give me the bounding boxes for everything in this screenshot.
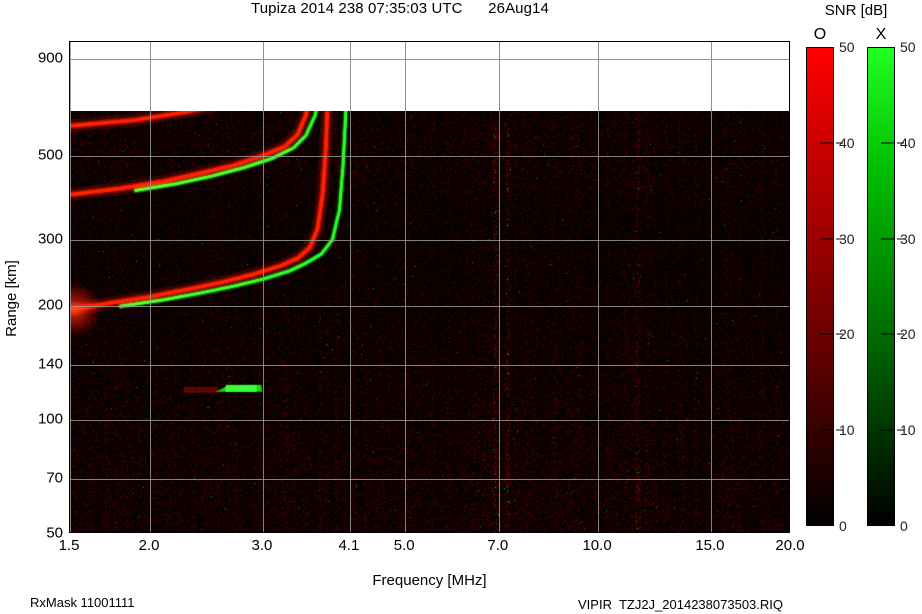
- source-file-footer: VIPIR TZJ2J_2014238073503.RIQ: [578, 597, 783, 612]
- colorbar-o-gradient[interactable]: [806, 47, 834, 526]
- gridline-vertical-nodata: [405, 42, 406, 111]
- x-axis-tick-label: 2.0: [138, 537, 160, 554]
- plot-area[interactable]: [69, 41, 790, 533]
- colorbar-o-tick: 30: [839, 230, 855, 247]
- y-axis-tick-label: 900: [37, 49, 63, 67]
- x-axis-tick-label: 4.1: [338, 537, 360, 554]
- gridline-900km: [70, 59, 789, 60]
- colorbar-x-tick: 50: [900, 39, 916, 55]
- gridline-vertical-nodata: [150, 42, 151, 111]
- colorbar-o-tick: 40: [839, 134, 855, 151]
- gridline-vertical-nodata: [711, 42, 712, 111]
- colorbar-zone: SNR [dB] O X 50 50 40 40 30 30 20 20 10 10 0 0: [795, 0, 922, 614]
- colorbar-o-tick: 50: [839, 39, 855, 55]
- colorbar-x-tick: 40: [900, 134, 916, 151]
- y-axis-tick-label: 140: [37, 355, 63, 373]
- colorbar-tick-dash-o: [820, 238, 834, 240]
- colorbar-o-letter: O: [813, 26, 827, 43]
- colorbar-tick-dash-outer-x: [897, 238, 904, 240]
- x-axis-tick-label: 15.0: [695, 537, 725, 554]
- colorbar-tick-dash-o: [820, 333, 834, 335]
- colorbar-tick-dash-x: [881, 429, 895, 431]
- colorbar-x-tick: 0: [900, 518, 908, 534]
- y-axis-tick-label: 200: [37, 296, 63, 314]
- gridline-vertical-nodata: [350, 42, 351, 111]
- colorbar-o-tick: 20: [839, 326, 855, 343]
- colorbar-title: SNR [dB]: [824, 2, 888, 19]
- x-axis-tick-label: 10.0: [582, 537, 612, 554]
- colorbar-tick-dash-o: [820, 142, 834, 144]
- colorbar-x-tick: 20: [900, 326, 916, 343]
- colorbar-o-tick: 10: [839, 422, 855, 439]
- y-axis-tick-label: 50: [46, 524, 63, 542]
- colorbar-tick-dash-outer-o: [836, 142, 843, 144]
- colorbar-tick-dash-x: [881, 142, 895, 144]
- rxmask-footer: RxMask 11001111: [30, 595, 135, 610]
- x-axis-tick-label: 20.0: [775, 537, 805, 554]
- x-axis-tick-label: 7.0: [487, 537, 509, 554]
- colorbar-tick-dash-outer-o: [836, 238, 843, 240]
- y-axis-label: Range [km]: [2, 260, 20, 337]
- ionogram-data-canvas: [70, 111, 789, 532]
- gridline-vertical-nodata: [499, 42, 500, 111]
- y-axis-tick-label: 100: [37, 410, 63, 428]
- colorbar-tick-dash-outer-x: [897, 142, 904, 144]
- x-axis-tick-label: 3.0: [251, 537, 273, 554]
- colorbar-o-tick: 0: [839, 518, 847, 534]
- x-axis-label: Frequency [MHz]: [372, 572, 487, 589]
- colorbar-tick-dash-x: [881, 333, 895, 335]
- colorbar-x-gradient[interactable]: [867, 47, 895, 526]
- page-title: Tupiza 2014 238 07:35:03 UTC 26Aug14: [251, 0, 549, 17]
- x-axis-tick-label: 1.5: [58, 537, 80, 554]
- colorbar-tick-dash-x: [881, 238, 895, 240]
- colorbar-x-tick: 30: [900, 230, 916, 247]
- x-axis-tick-label: 5.0: [393, 537, 415, 554]
- y-axis-ticks: 900 500 300 200 140 100 70 50: [0, 0, 63, 614]
- colorbar-tick-dash-outer-o: [836, 333, 843, 335]
- gridline-vertical-nodata: [263, 42, 264, 111]
- colorbar-x-tick: 10: [900, 422, 916, 439]
- colorbar-tick-dash-outer-x: [897, 429, 904, 431]
- colorbar-x-letter: X: [875, 26, 887, 43]
- colorbar-tick-dash-o: [820, 429, 834, 431]
- gridline-vertical-nodata: [598, 42, 599, 111]
- no-data-band: [70, 42, 789, 111]
- colorbar-tick-dash-outer-x: [897, 333, 904, 335]
- y-axis-tick-label: 500: [37, 146, 63, 164]
- echo-trace-layer: [70, 111, 789, 532]
- y-axis-tick-label: 300: [37, 230, 63, 248]
- y-axis-tick-label: 70: [46, 469, 63, 487]
- colorbar-tick-dash-outer-o: [836, 429, 843, 431]
